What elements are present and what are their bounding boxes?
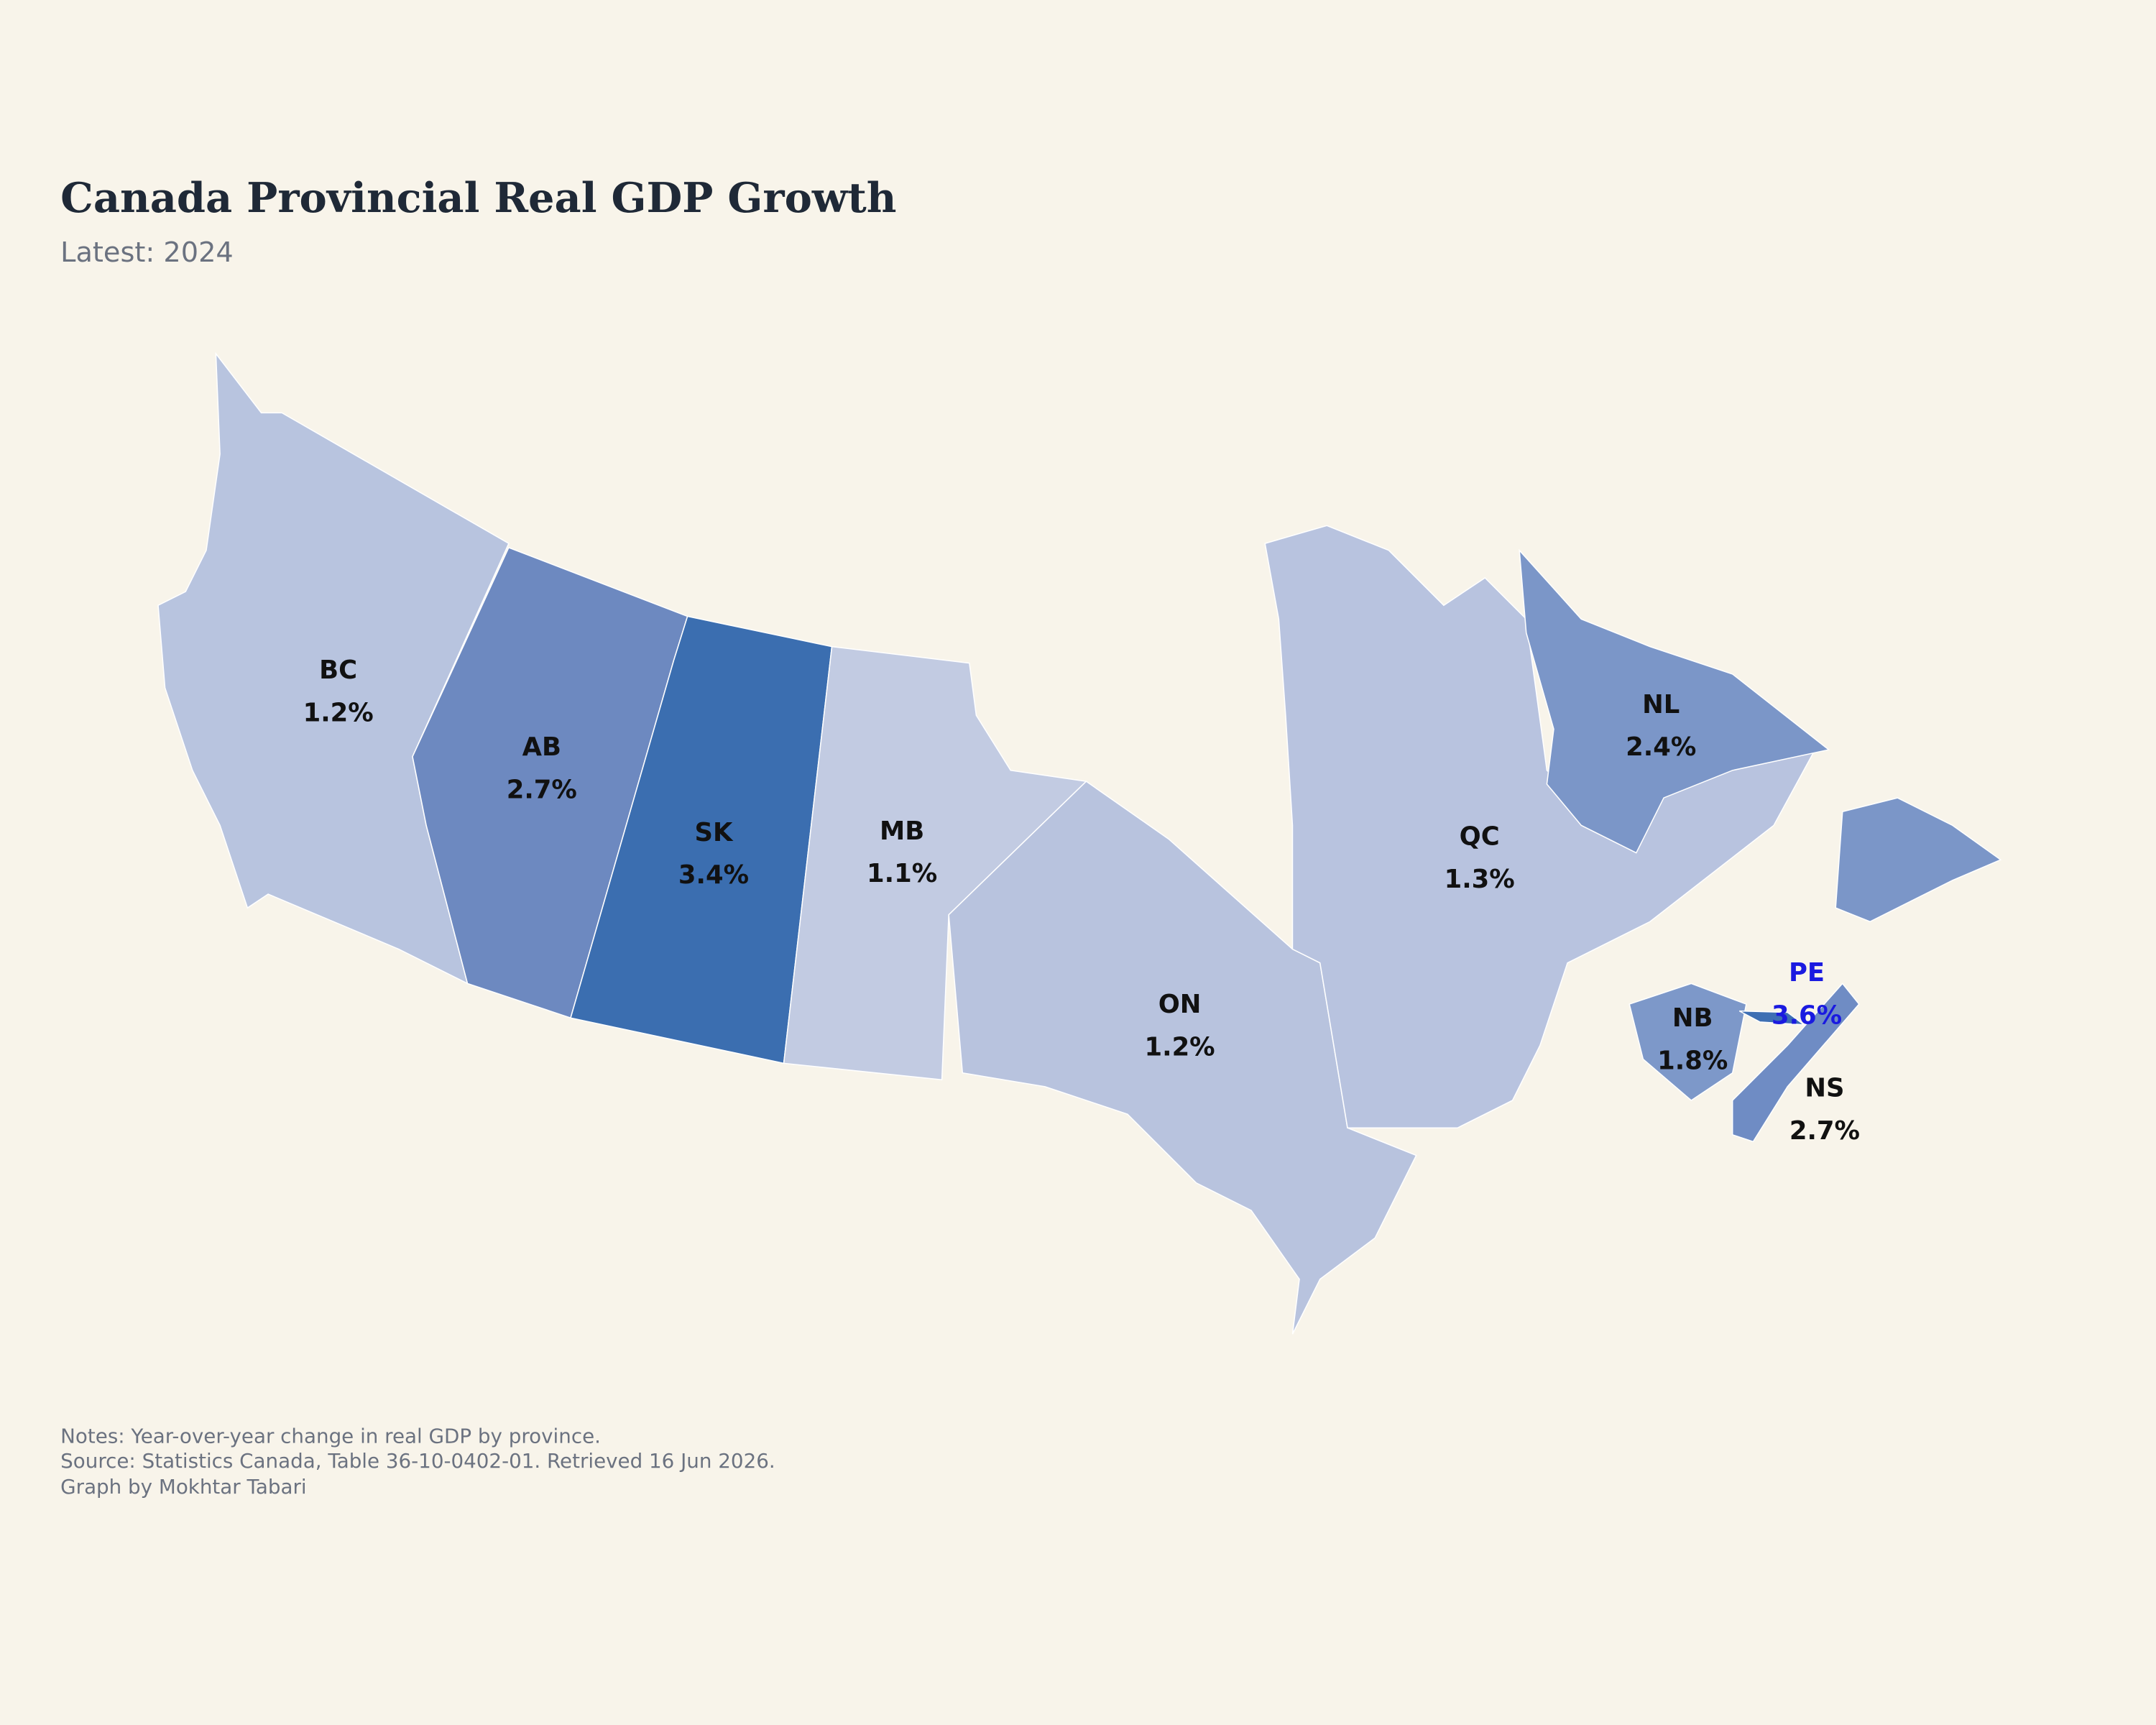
- value-label: 1.2%: [1145, 1032, 1215, 1062]
- value-label: 3.4%: [678, 860, 749, 890]
- province-code: NL: [1642, 690, 1680, 719]
- province-code: MB: [880, 816, 924, 846]
- province-shape: [1519, 548, 2002, 923]
- chart-subtitle: Latest: 2024: [60, 236, 234, 269]
- province-code: QC: [1460, 822, 1500, 852]
- credit: Graph by Mokhtar Tabari: [60, 1475, 306, 1499]
- province-code: PE: [1789, 958, 1825, 988]
- value-label: 1.8%: [1657, 1046, 1728, 1075]
- value-label: 2.7%: [1789, 1116, 1860, 1146]
- value-label: 2.7%: [507, 776, 577, 805]
- note: Notes: Year-over-year change in real GDP…: [60, 1424, 601, 1448]
- province-code: ON: [1158, 990, 1202, 1019]
- chart-title: Canada Provincial Real GDP Growth: [60, 173, 896, 222]
- province-shape: [1731, 983, 1860, 1143]
- value-label: 3.6%: [1772, 1000, 1842, 1030]
- source: Source: Statistics Canada, Table 36-10-0…: [60, 1449, 775, 1473]
- value-label: 1.2%: [303, 698, 374, 727]
- provinces: [157, 351, 2002, 1335]
- value-label: 1.1%: [867, 859, 937, 888]
- province-code: BC: [319, 656, 357, 685]
- province-shape: [157, 351, 510, 985]
- province-shape: [570, 615, 833, 1064]
- province-shape: [1738, 1010, 1806, 1026]
- value-label: 2.4%: [1626, 732, 1696, 762]
- province-labels: BC 1.2% AB 2.7% SK 3.4% MB 1.1% ON 1.2% QC 1.3% NL 2.…: [303, 656, 1860, 1146]
- province-code: NS: [1805, 1074, 1844, 1103]
- province-shape: [1264, 525, 1816, 1129]
- province-code: NB: [1672, 1003, 1713, 1033]
- province-code: AB: [522, 732, 561, 762]
- province-shape: [1628, 983, 1747, 1101]
- value-label: 1.3%: [1445, 865, 1515, 894]
- province-code: SK: [695, 818, 734, 847]
